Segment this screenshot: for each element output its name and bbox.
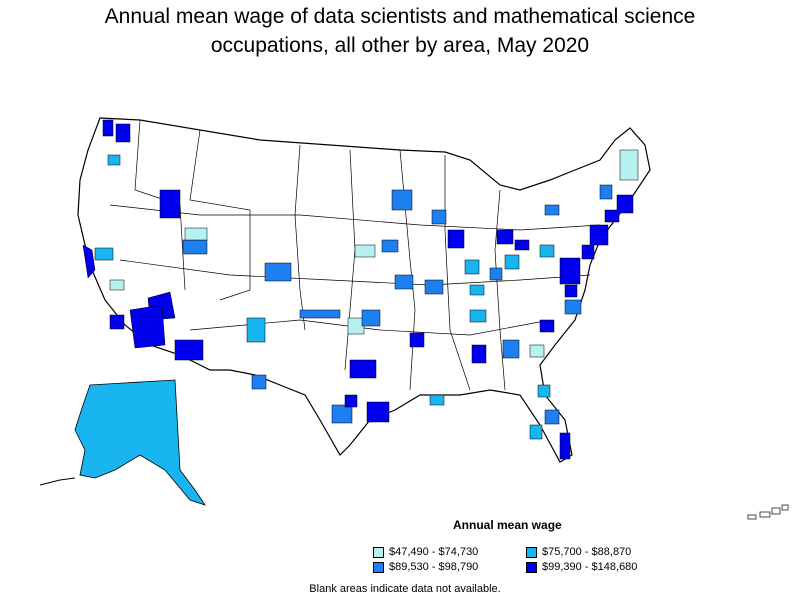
region-miami: [559, 432, 571, 460]
region-columbia: [529, 344, 545, 358]
region-jacksonville: [537, 384, 551, 398]
title-line-2: occupations, all other by area, May 2020: [210, 34, 590, 57]
region-california: [82, 244, 125, 330]
region-memphis: [409, 332, 425, 348]
region-san-antonio: [344, 394, 358, 408]
legend-label-2: $75,700 - $88,870: [542, 546, 632, 558]
legend-swatch-3: [373, 561, 384, 573]
region-albuquerque: [246, 317, 266, 343]
region-st-louis: [424, 279, 444, 295]
region-dallas: [349, 359, 377, 379]
region-minneapolis: [391, 189, 413, 211]
region-detroit: [496, 229, 514, 245]
legend-swatch-4: [526, 561, 537, 573]
region-phoenix: [129, 304, 166, 349]
region-philadelphia: [581, 244, 595, 260]
region-omaha: [354, 244, 376, 258]
region-washington: [102, 119, 131, 166]
region-columbus: [504, 254, 520, 270]
region-raleigh: [564, 299, 582, 315]
region-nashville: [469, 309, 487, 323]
legend-item-3: $89,530 - $98,790: [373, 561, 478, 573]
region-tampa: [529, 424, 543, 440]
legend-item-4: $99,390 - $148,680: [526, 561, 637, 573]
region-okc: [347, 317, 365, 335]
region-el-paso: [251, 374, 267, 390]
footnote: Blank areas indicate data not available.: [309, 583, 501, 595]
legend-swatch-1: [373, 546, 384, 558]
region-pittsburgh: [539, 244, 555, 258]
region-richmond: [564, 284, 578, 298]
legend-item-1: $47,490 - $74,730: [373, 546, 478, 558]
region-cleveland: [514, 239, 530, 251]
map-title: Annual mean wage of data scientists and …: [0, 2, 800, 60]
region-vermont: [599, 184, 613, 200]
region-new-orleans: [429, 394, 445, 406]
region-chicago: [447, 229, 465, 249]
alaska-aleutians: [39, 477, 76, 486]
legend-swatch-2: [526, 546, 537, 558]
region-nyc: [589, 224, 609, 246]
region-provo: [184, 227, 208, 241]
legend-label-4: $99,390 - $148,680: [542, 561, 638, 573]
region-alaska: [74, 379, 206, 506]
region-salt-lake: [182, 239, 208, 255]
region-hartford: [604, 209, 620, 223]
region-hawaii: [747, 504, 789, 520]
region-huntsville: [471, 344, 487, 364]
region-tucson: [174, 339, 204, 361]
legend-label-1: $47,490 - $74,730: [389, 546, 479, 558]
region-atlanta: [502, 339, 520, 359]
legend-title: Annual mean wage: [453, 518, 562, 532]
region-orlando: [544, 409, 560, 425]
region-madison: [431, 209, 447, 225]
region-wichita: [299, 309, 341, 319]
legend-label-3: $89,530 - $98,790: [389, 561, 479, 573]
region-charlotte: [539, 319, 555, 333]
region-buffalo: [544, 204, 560, 216]
region-indianapolis: [464, 259, 480, 275]
region-denver: [264, 262, 292, 282]
legend-item-2: $75,700 - $88,870: [526, 546, 631, 558]
title-line-1: Annual mean wage of data scientists and …: [104, 5, 696, 28]
region-louisville: [469, 284, 485, 296]
region-tulsa: [361, 309, 381, 327]
region-maine: [619, 149, 639, 181]
region-kansas-city: [394, 274, 414, 290]
region-des-moines: [381, 239, 399, 253]
region-dc: [559, 257, 581, 285]
region-cincinnati: [489, 267, 503, 281]
region-boise: [159, 189, 181, 219]
region-houston: [366, 401, 390, 423]
region-austin: [331, 404, 353, 424]
region-boston: [616, 194, 634, 214]
